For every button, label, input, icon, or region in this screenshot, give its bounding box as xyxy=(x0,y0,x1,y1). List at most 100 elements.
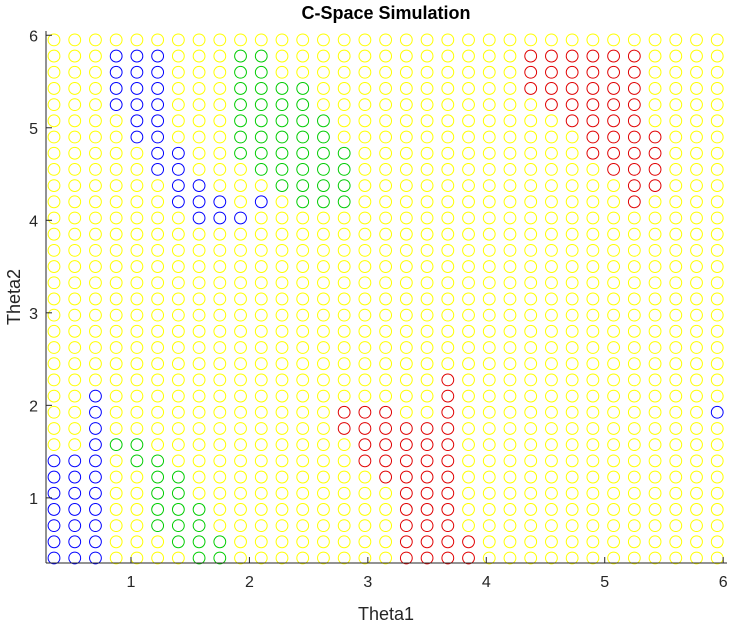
scatter-point xyxy=(524,405,538,419)
scatter-point xyxy=(109,33,123,47)
scatter-point xyxy=(337,389,351,403)
scatter-point xyxy=(399,551,413,565)
scatter-point xyxy=(171,276,185,290)
scatter-point xyxy=(68,243,82,257)
scatter-point xyxy=(690,276,703,290)
scatter-point xyxy=(68,308,82,322)
scatter-point xyxy=(607,519,620,533)
scatter-point xyxy=(275,486,289,500)
scatter-point xyxy=(399,260,413,273)
scatter-point xyxy=(89,389,102,403)
scatter-point xyxy=(171,389,185,403)
scatter-point xyxy=(358,486,372,500)
scatter-point xyxy=(192,146,206,160)
scatter-point xyxy=(358,341,372,354)
scatter-point xyxy=(213,195,227,209)
scatter-point xyxy=(503,373,517,387)
scatter-point xyxy=(317,65,330,79)
scatter-point xyxy=(503,324,517,338)
scatter-point xyxy=(130,146,144,160)
scatter-point xyxy=(47,308,61,322)
scatter-point xyxy=(358,551,372,565)
scatter-point xyxy=(399,33,413,47)
scatter-point xyxy=(109,486,123,500)
scatter-point xyxy=(68,292,82,306)
scatter-point xyxy=(275,243,289,257)
scatter-point xyxy=(565,373,579,387)
scatter-point xyxy=(648,389,662,403)
scatter-point xyxy=(482,389,496,403)
scatter-point xyxy=(586,98,600,112)
scatter-point xyxy=(627,243,641,257)
scatter-point xyxy=(565,195,579,209)
scatter-point xyxy=(627,503,641,516)
scatter-point xyxy=(89,486,102,500)
scatter-point xyxy=(47,260,61,273)
scatter-point xyxy=(254,114,268,128)
scatter-point xyxy=(399,211,413,225)
scatter-point xyxy=(648,146,662,160)
scatter-point xyxy=(254,195,268,209)
scatter-point xyxy=(47,389,61,403)
scatter-point xyxy=(627,49,641,63)
scatter-point xyxy=(296,324,310,338)
scatter-point xyxy=(130,422,144,435)
scatter-point xyxy=(482,65,496,79)
scatter-point xyxy=(503,308,517,322)
scatter-point xyxy=(296,308,310,322)
scatter-point xyxy=(669,535,683,549)
scatter-point xyxy=(379,454,393,468)
scatter-point xyxy=(462,438,475,452)
scatter-point xyxy=(524,503,538,516)
scatter-point xyxy=(192,422,206,435)
scatter-point xyxy=(68,470,82,484)
scatter-point xyxy=(47,243,61,257)
scatter-point xyxy=(524,308,538,322)
scatter-point xyxy=(130,373,144,387)
scatter-point xyxy=(648,227,662,241)
scatter-point xyxy=(441,65,455,79)
scatter-point xyxy=(171,98,185,112)
scatter-point xyxy=(213,243,227,257)
scatter-point xyxy=(130,405,144,419)
scatter-point xyxy=(524,130,538,144)
scatter-point xyxy=(337,438,351,452)
y-tick-label: 6 xyxy=(29,28,38,45)
scatter-point xyxy=(524,454,538,468)
scatter-point xyxy=(565,535,579,549)
scatter-point xyxy=(462,98,475,112)
scatter-point xyxy=(482,82,496,95)
scatter-point xyxy=(669,98,683,112)
scatter-point xyxy=(586,324,600,338)
points-layer xyxy=(47,33,724,565)
scatter-point xyxy=(171,195,185,209)
scatter-point xyxy=(254,470,268,484)
scatter-point xyxy=(586,486,600,500)
scatter-point xyxy=(545,308,558,322)
scatter-point xyxy=(441,243,455,257)
scatter-point xyxy=(192,341,206,354)
scatter-point xyxy=(275,49,289,63)
scatter-point xyxy=(358,324,372,338)
scatter-point xyxy=(254,373,268,387)
scatter-point xyxy=(275,195,289,209)
scatter-point xyxy=(275,33,289,47)
scatter-point xyxy=(710,114,724,128)
scatter-point xyxy=(130,260,144,273)
scatter-point xyxy=(379,308,393,322)
scatter-point xyxy=(710,146,724,160)
scatter-point xyxy=(337,324,351,338)
scatter-point xyxy=(710,49,724,63)
scatter-point xyxy=(151,276,165,290)
scatter-point xyxy=(482,179,496,193)
scatter-point xyxy=(47,292,61,306)
scatter-point xyxy=(545,357,558,371)
scatter-point xyxy=(68,276,82,290)
scatter-point xyxy=(275,324,289,338)
scatter-point xyxy=(607,454,620,468)
y-tick-label: 3 xyxy=(29,306,38,323)
scatter-point xyxy=(503,260,517,273)
scatter-point xyxy=(420,211,434,225)
scatter-point xyxy=(565,341,579,354)
scatter-point xyxy=(89,308,102,322)
